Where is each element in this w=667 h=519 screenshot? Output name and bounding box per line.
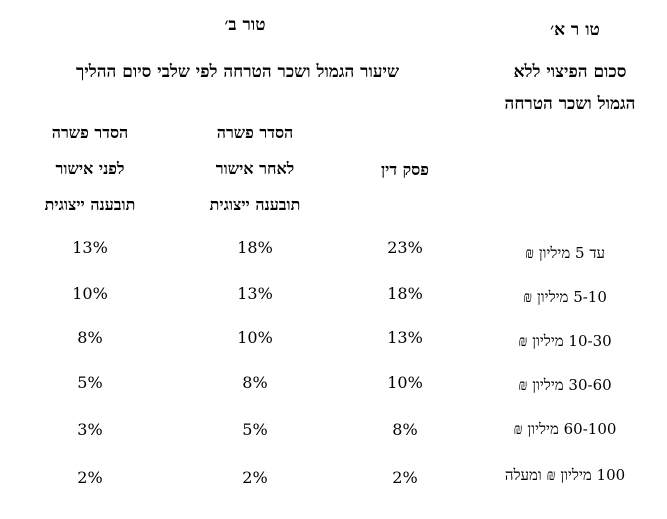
column-a-heading-line2: הגמול ושכר הטרחה	[504, 94, 636, 114]
row-settlement-after-rate: 8%	[242, 373, 268, 392]
subheader-verdict: פסק דין	[381, 160, 429, 179]
subheader-before-line2: לפני אישור	[55, 159, 125, 178]
row-settlement-after-rate: 13%	[237, 284, 273, 303]
row-settlement-before-rate: 2%	[77, 468, 103, 487]
column-b-description: שיעור הגמול ושכר הטרחה לפי שלבי סיום ההל…	[76, 62, 399, 82]
row-settlement-after-rate: 10%	[237, 328, 273, 347]
subheader-after-line1: הסדר פשרה	[216, 123, 294, 142]
subheader-after-line3: תובענה ייצוגית	[209, 195, 301, 214]
row-verdict-rate: 8%	[392, 420, 418, 439]
row-verdict-rate: 13%	[387, 328, 423, 347]
column-a-title: טו ר א׳	[550, 20, 600, 40]
row-compensation-label: 60-100 מיליון ₪	[513, 420, 617, 438]
row-settlement-before-rate: 5%	[77, 373, 103, 392]
row-verdict-rate: 23%	[387, 238, 423, 257]
row-settlement-after-rate: 18%	[237, 238, 273, 257]
row-compensation-label: עד 5 מיליון ₪	[524, 244, 606, 262]
row-settlement-after-rate: 2%	[242, 468, 268, 487]
row-settlement-after-rate: 5%	[242, 420, 268, 439]
column-b-title: טור ב׳	[224, 15, 266, 35]
row-settlement-before-rate: 10%	[72, 284, 108, 303]
subheader-after-line2: לאחר אישור	[215, 159, 295, 178]
row-verdict-rate: 18%	[387, 284, 423, 303]
row-verdict-rate: 10%	[387, 373, 423, 392]
row-verdict-rate: 2%	[392, 468, 418, 487]
row-compensation-label: 5-10 מיליון ₪	[523, 288, 607, 306]
row-settlement-before-rate: 3%	[77, 420, 103, 439]
row-settlement-before-rate: 13%	[72, 238, 108, 257]
subheader-before-line1: הסדר פשרה	[51, 123, 129, 142]
row-compensation-label: 10-30 מיליון ₪	[518, 332, 612, 350]
row-compensation-label: 30-60 מיליון ₪	[518, 376, 612, 394]
row-settlement-before-rate: 8%	[77, 328, 103, 347]
row-compensation-label: 100 מיליון ₪ ומעלה	[504, 466, 626, 484]
column-a-heading-line1: סכום הפיצוי ללא	[513, 62, 627, 82]
subheader-before-line3: תובענה ייצוגית	[44, 195, 136, 214]
